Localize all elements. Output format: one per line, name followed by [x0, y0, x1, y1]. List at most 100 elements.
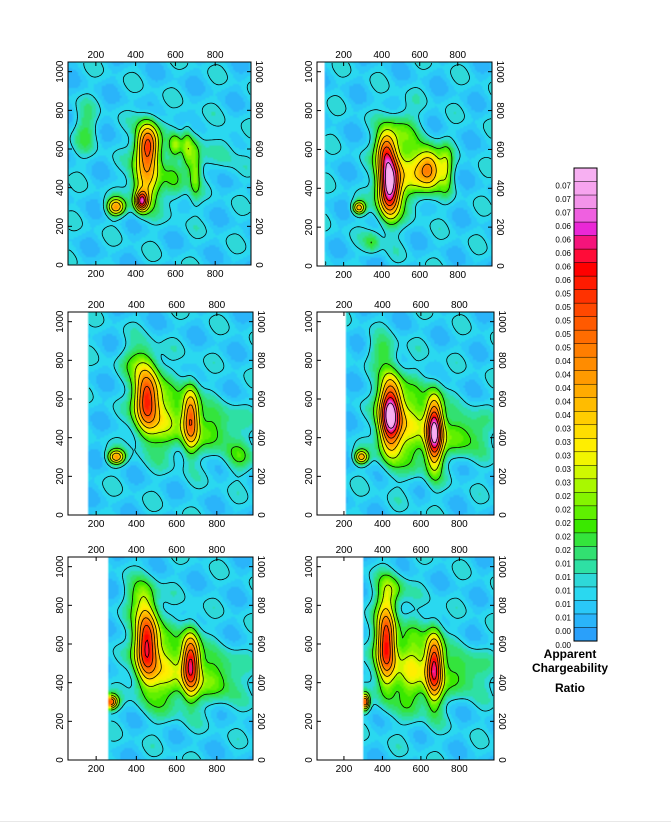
panel-frame: [316, 556, 495, 761]
colorbar-swatch: [573, 262, 598, 277]
y-tick-label-left: 400: [304, 180, 315, 197]
contour-level: [144, 639, 194, 676]
colorbar-title-line: Chargeability: [532, 661, 608, 675]
x-tick-label-bottom: 600: [168, 764, 185, 775]
colorbar-tick-label: 0.05: [555, 303, 571, 312]
colorbar-swatch: [573, 613, 598, 629]
colorbar-swatch: [573, 600, 598, 615]
y-tick-label-right: 0: [496, 757, 507, 763]
contour-level: [111, 557, 253, 760]
contour-level: [364, 574, 460, 713]
y-tick-label-left: 600: [304, 141, 315, 158]
contour-level: [382, 625, 440, 686]
colorbar-tick-label: 0.06: [555, 222, 571, 231]
colorbar-tick-label: 0.03: [555, 452, 571, 461]
x-tick-label-bottom: 800: [449, 270, 466, 281]
contour-level: [142, 385, 193, 426]
y-tick-label-left: 600: [304, 390, 315, 407]
y-tick-label-right: 1000: [494, 61, 505, 84]
colorbar-swatch: [573, 627, 598, 642]
colorbar-swatch: [573, 316, 598, 331]
y-tick-label-right: 600: [496, 636, 507, 653]
colorbar-tick-label: 0.03: [555, 479, 571, 488]
y-tick-label-left: 1000: [304, 555, 315, 578]
y-tick-label-left: 400: [304, 429, 315, 446]
colorbar-title-line: Ratio: [555, 681, 585, 695]
y-tick-label-left: 200: [304, 218, 315, 235]
colorbar-swatch: [573, 478, 598, 493]
x-tick-label-bottom: 200: [88, 269, 105, 280]
contour-level: [111, 580, 225, 711]
x-tick-label-bottom: 400: [374, 764, 391, 775]
x-tick-label-bottom: 600: [411, 270, 428, 281]
y-tick-label-left: 800: [55, 352, 66, 369]
y-tick-label-left: 200: [55, 713, 66, 730]
y-tick-label-right: 800: [255, 597, 266, 614]
x-tick-label-bottom: 400: [128, 519, 145, 530]
x-tick-label-bottom: 200: [335, 270, 352, 281]
x-tick-label-bottom: 400: [374, 519, 391, 530]
colorbar-swatch: [573, 329, 598, 345]
y-tick-label-right: 0: [496, 512, 507, 518]
contour-level: [383, 153, 397, 202]
x-tick-label-top: 800: [207, 50, 224, 61]
x-tick-label-top: 600: [411, 50, 428, 61]
contour-level: [107, 352, 246, 465]
x-tick-label-bottom: 800: [207, 269, 224, 280]
colorbar-tick-label: 0.04: [555, 398, 571, 407]
y-tick-label-right: 400: [255, 674, 266, 691]
colorbar-swatch: [573, 505, 598, 520]
y-tick-label-right: 1000: [496, 311, 507, 334]
map-panel-3: 200 200 400 400 600 600 800 800 0 0 200 200 400 400 60…: [55, 300, 266, 530]
map-panel-2: 200 200 400 400 600 600 800 800 0 0 200 200 400 400 60…: [304, 50, 505, 281]
y-tick-label-left: 1000: [304, 60, 315, 83]
y-tick-label-left: 400: [55, 429, 66, 446]
colorbar-swatch: [573, 451, 598, 466]
colorbar-swatch: [573, 167, 598, 183]
x-tick-label-top: 400: [373, 50, 390, 61]
x-tick-label-bottom: 400: [127, 269, 144, 280]
y-tick-label-right: 400: [496, 429, 507, 446]
y-tick-label-left: 1000: [55, 555, 66, 578]
y-tick-label-left: 0: [55, 262, 66, 268]
colorbar-swatch: [573, 221, 598, 237]
map-panel-6: 200 200 400 400 600 600 800 800 0 0 200 200 400 400 60…: [304, 545, 507, 775]
y-tick-label-right: 0: [255, 757, 266, 763]
y-tick-label-left: 0: [55, 512, 66, 518]
colorbar-tick-label: 0.03: [555, 438, 571, 447]
y-tick-label-right: 200: [255, 468, 266, 485]
colorbar: 0.07 0.07 0.07 0.06 0.06 0.06 0.06 0.06 0.05 0.05…: [532, 167, 608, 695]
contour-lines-1: [68, 62, 251, 265]
map-panel-1: 200 200 400 400 600 600 800 800 0 0 200 200 400 400 60…: [55, 50, 264, 280]
y-tick-label-left: 0: [304, 512, 315, 518]
y-tick-label-right: 600: [255, 391, 266, 408]
x-tick-label-bottom: 600: [413, 764, 430, 775]
contour-lines-2: [325, 62, 492, 266]
y-tick-label-right: 400: [253, 179, 264, 196]
colorbar-swatch: [573, 289, 598, 304]
x-tick-label-top: 400: [374, 545, 391, 556]
x-tick-label-top: 600: [168, 300, 185, 311]
colorbar-swatch: [573, 532, 598, 547]
contour-lines-6: [363, 557, 494, 760]
colorbar-swatch: [573, 181, 598, 196]
y-tick-label-left: 1000: [55, 60, 66, 83]
contour-level: [139, 377, 196, 437]
colorbar-swatch: [573, 397, 598, 412]
y-tick-label-left: 200: [304, 468, 315, 485]
x-tick-label-bottom: 600: [413, 519, 430, 530]
contour-level: [109, 362, 201, 463]
colorbar-swatch: [573, 519, 598, 534]
contour-level: [137, 139, 152, 207]
colorbar-swatch: [573, 343, 598, 358]
heatmap-raster-3: [68, 312, 253, 515]
colorbar-swatch: [573, 465, 598, 480]
y-tick-label-right: 800: [253, 102, 264, 119]
contour-level: [68, 62, 251, 265]
y-tick-label-right: 400: [496, 674, 507, 691]
y-tick-label-left: 200: [304, 713, 315, 730]
colorbar-tick-label: 0.02: [555, 506, 571, 515]
x-tick-label-top: 800: [208, 545, 225, 556]
x-tick-label-top: 400: [128, 300, 145, 311]
x-tick-label-bottom: 800: [451, 764, 468, 775]
